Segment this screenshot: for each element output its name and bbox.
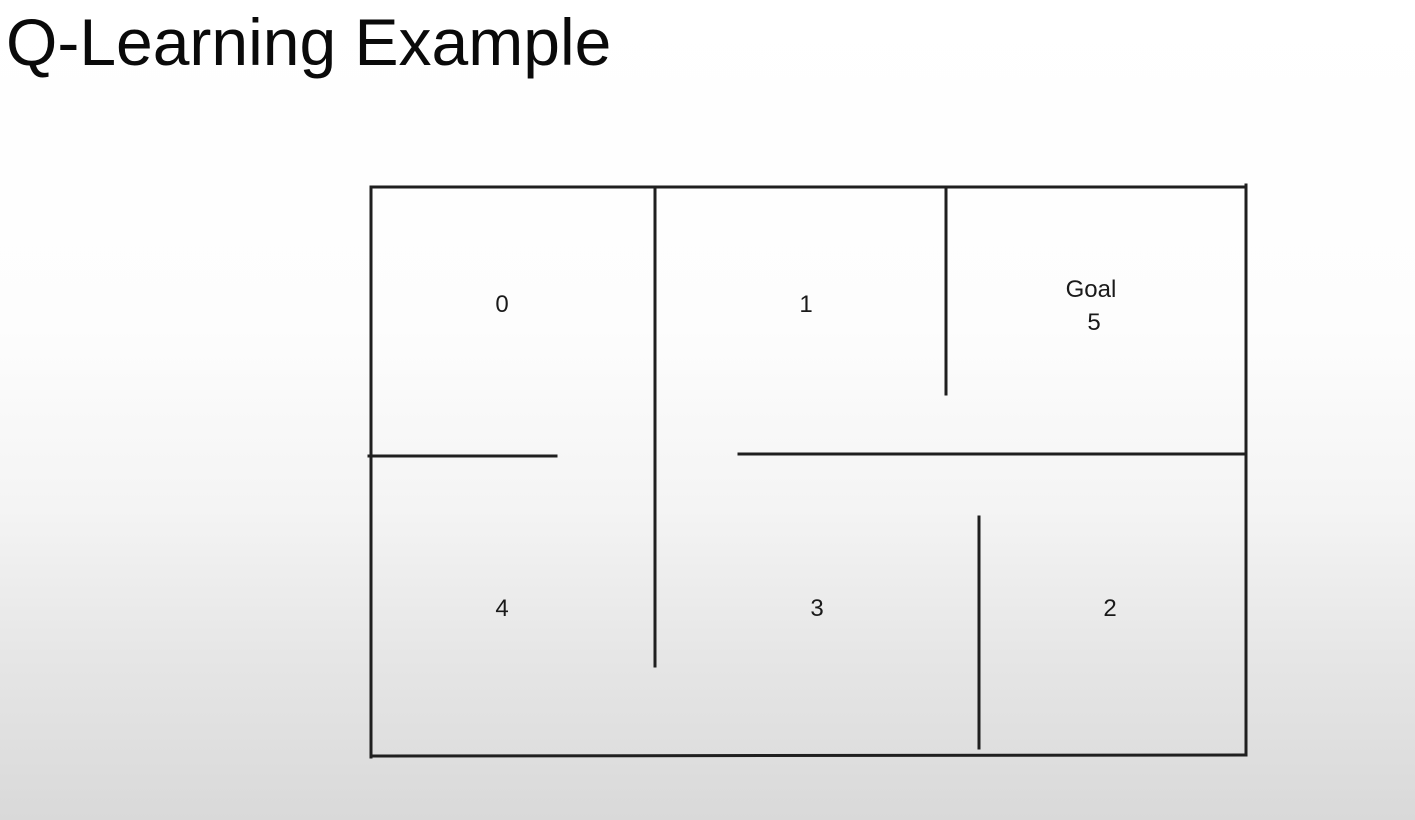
room-2-label: 2: [1103, 595, 1116, 622]
room-goal-number: 5: [1087, 309, 1100, 336]
slide-title: Q-Learning Example: [6, 5, 612, 79]
room-4-label: 4: [495, 595, 508, 622]
room-1-label: 1: [799, 291, 812, 318]
room-0-label: 0: [495, 291, 508, 318]
maze-wall-bottom: [369, 753, 1248, 758]
room-3-label: 3: [810, 595, 823, 622]
room-goal-label: Goal: [1066, 276, 1117, 303]
